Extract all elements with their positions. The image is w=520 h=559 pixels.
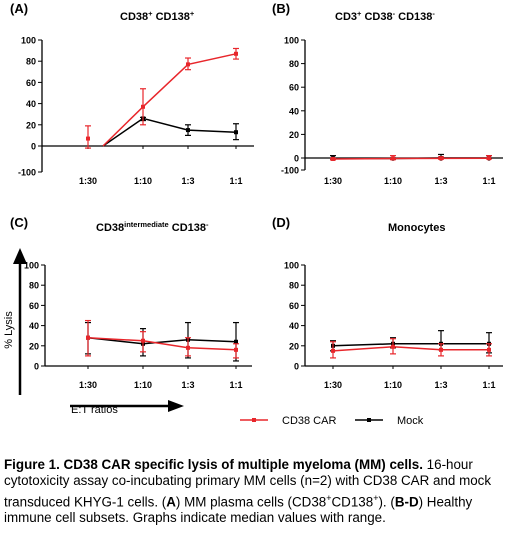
data-point <box>391 344 395 349</box>
caption-text: ). ( <box>378 494 395 510</box>
y-tick-label: 40 <box>26 99 36 109</box>
series-line <box>332 157 490 160</box>
y-tick-label: 40 <box>29 321 39 331</box>
chart-panel: (B) CD3+ CD38- CD138- -100 0 20 40 60 80 100 1:30… <box>272 1 503 186</box>
legend-marker <box>367 418 371 422</box>
data-point <box>487 156 491 161</box>
x-tick-label: 1:30 <box>324 380 342 390</box>
data-point <box>86 335 90 340</box>
y-tick-label: 60 <box>289 301 299 311</box>
y-tick-label: 20 <box>289 341 299 351</box>
y-tick-label: 40 <box>289 106 299 116</box>
y-tick-label: 80 <box>26 57 36 67</box>
data-point <box>439 156 443 161</box>
data-point <box>186 345 190 350</box>
y-tick-label: 80 <box>289 59 299 69</box>
data-point <box>331 348 335 353</box>
y-tick-label: -100 <box>18 168 36 178</box>
x-tick-label: 1:30 <box>324 176 342 186</box>
series-line <box>102 117 237 147</box>
y-tick-label: 20 <box>26 120 36 130</box>
data-point <box>86 136 90 141</box>
y-tick-label: 100 <box>284 36 299 46</box>
x-axis-arrow-head <box>168 400 184 412</box>
series-line <box>87 336 237 345</box>
legend-marker <box>252 418 256 422</box>
x-tick-label: 1:1 <box>229 380 242 390</box>
chart-panel: (A) CD38+ CD138+ -100 0 20 40 60 80 100 1:30 1:10 1… <box>10 1 254 186</box>
y-tick-label: 0 <box>294 154 299 164</box>
x-tick-label: 1:1 <box>229 176 242 186</box>
panel-letter: (B) <box>272 1 290 16</box>
y-tick-label: 60 <box>29 301 39 311</box>
x-tick-label: 1:3 <box>434 380 447 390</box>
data-point <box>234 51 238 56</box>
data-point <box>391 156 395 161</box>
y-tick-label: 60 <box>289 83 299 93</box>
caption-text: ) MM plasma cells (CD38 <box>175 494 327 510</box>
x-tick-label: 1:10 <box>384 380 402 390</box>
panel-title: CD3+ CD38- CD138- <box>335 9 435 24</box>
series-line <box>332 343 489 347</box>
x-tick-label: 1:3 <box>181 176 194 186</box>
data-point <box>234 347 238 352</box>
data-point <box>439 347 443 352</box>
caption-text: 16-hour cytotoxicity assay co-incubating… <box>4 457 492 510</box>
data-point <box>234 130 238 135</box>
y-axis-arrow-head <box>13 248 27 264</box>
x-tick-label: 1:10 <box>134 176 152 186</box>
caption-title: Figure 1. CD38 CAR specific lysis of mul… <box>4 457 423 472</box>
y-tick-label: 60 <box>26 78 36 88</box>
caption-text: B-D <box>394 494 419 510</box>
series-line <box>332 346 489 352</box>
chart-panel: (C) CD38intermediate CD138- 0 20 40 60 80 100 1:… <box>10 215 252 390</box>
series-line <box>87 336 237 351</box>
caption-text: ) Healthy immune cell subsets. Graphs in… <box>4 494 473 526</box>
y-tick-label: 80 <box>29 281 39 291</box>
data-point <box>234 339 238 344</box>
y-tick-label: 100 <box>24 261 39 271</box>
y-axis-label: % Lysis <box>3 311 15 349</box>
chart-panel: (D) Monocytes 0 20 40 60 80 100 1:30 1:10 1:3 1:1 <box>272 215 503 390</box>
data-point <box>331 156 335 161</box>
x-tick-label: 1:10 <box>134 380 152 390</box>
data-point <box>186 62 190 67</box>
x-tick-label: 1:30 <box>79 380 97 390</box>
y-tick-label: 0 <box>294 362 299 372</box>
panel-letter: (A) <box>10 1 28 16</box>
x-tick-label: 1:3 <box>434 176 447 186</box>
y-tick-label: 0 <box>31 142 36 152</box>
y-tick-label: 0 <box>34 362 39 372</box>
legend-label: Mock <box>397 415 424 427</box>
y-tick-label: 80 <box>289 281 299 291</box>
data-point <box>186 128 190 133</box>
data-point <box>141 338 145 343</box>
legend-label: CD38 CAR <box>282 415 336 427</box>
data-point <box>487 347 491 352</box>
y-tick-label: 100 <box>284 261 299 271</box>
y-tick-label: 40 <box>289 321 299 331</box>
y-tick-label: 100 <box>21 36 36 46</box>
caption-text: A <box>166 494 176 510</box>
x-tick-label: 1:3 <box>181 380 194 390</box>
caption-text: + <box>326 492 332 503</box>
panel-title: CD38+ CD138+ <box>120 9 195 24</box>
panel-letter: (D) <box>272 215 290 230</box>
y-tick-label: 20 <box>289 130 299 140</box>
figure-caption: Figure 1. CD38 CAR specific lysis of mul… <box>4 457 516 527</box>
x-tick-label: 1:1 <box>482 380 495 390</box>
x-tick-label: 1:30 <box>79 176 97 186</box>
panel-title: CD38intermediate CD138- <box>96 220 209 235</box>
panel-title: Monocytes <box>388 222 445 234</box>
x-tick-label: 1:10 <box>384 176 402 186</box>
series-line <box>102 53 237 147</box>
x-tick-label: 1:1 <box>482 176 495 186</box>
caption-text: CD138 <box>331 494 374 510</box>
caption-text: + <box>373 492 379 503</box>
y-tick-label: 20 <box>29 341 39 351</box>
y-tick-label: -100 <box>281 166 299 176</box>
data-point <box>141 104 145 109</box>
panel-letter: (C) <box>10 215 28 230</box>
